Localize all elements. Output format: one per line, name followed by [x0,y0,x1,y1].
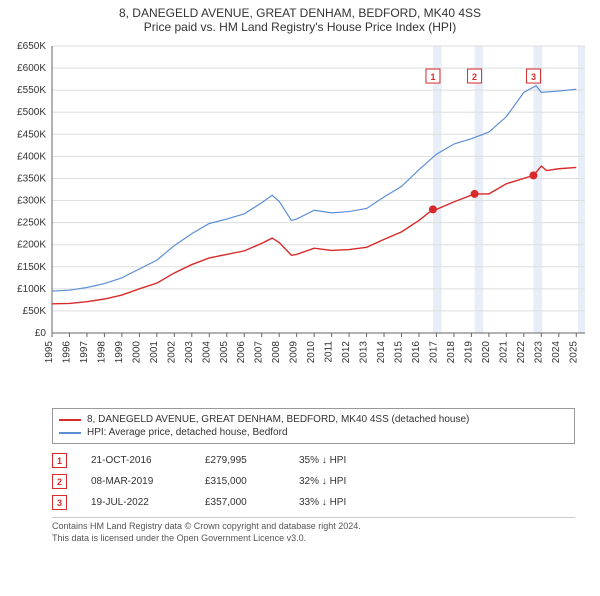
shaded-band [433,46,442,333]
transaction-delta: 32% ↓ HPI [299,476,389,487]
y-tick-label: £550K [17,85,46,96]
transaction-row: 3 19-JUL-2022 £357,000 33% ↓ HPI [52,492,575,513]
transaction-price: £315,000 [205,476,275,487]
y-tick-label: £150K [17,262,46,273]
shaded-band [533,46,542,333]
svg-text:3: 3 [531,72,536,82]
x-tick-label: 2016 [411,341,422,364]
x-tick-label: 2022 [516,341,527,364]
marker-dot [471,190,479,198]
transaction-marker: 2 [52,474,67,489]
transaction-price: £357,000 [205,497,275,508]
marker-dot [429,205,437,213]
x-tick-label: 2005 [219,341,230,364]
y-tick-label: £100K [17,284,46,295]
transaction-price: £279,995 [205,455,275,466]
x-tick-label: 1996 [61,341,72,364]
legend-swatch [59,419,81,421]
y-tick-label: £50K [23,306,47,317]
x-tick-label: 2015 [394,341,405,364]
x-tick-label: 2004 [201,341,212,364]
y-tick-label: £200K [17,240,46,251]
transaction-delta: 35% ↓ HPI [299,455,389,466]
x-tick-label: 2012 [341,341,352,364]
transaction-marker: 1 [52,453,67,468]
y-tick-label: £600K [17,63,46,74]
attribution-line-2: This data is licensed under the Open Gov… [52,533,575,545]
attribution: Contains HM Land Registry data © Crown c… [52,517,575,544]
x-tick-label: 2011 [324,341,335,363]
transaction-marker: 3 [52,495,67,510]
transaction-date: 08-MAR-2019 [91,476,181,487]
transaction-row: 2 08-MAR-2019 £315,000 32% ↓ HPI [52,471,575,492]
x-tick-label: 2024 [551,341,562,364]
x-tick-label: 2019 [463,341,474,364]
shaded-band [578,46,585,333]
transaction-date: 19-JUL-2022 [91,497,181,508]
x-tick-label: 2023 [533,341,544,364]
x-tick-label: 2006 [236,341,247,364]
x-tick-label: 2009 [289,341,300,364]
legend-label: HPI: Average price, detached house, Bedf… [87,427,288,438]
x-tick-label: 2003 [184,341,195,364]
transaction-date: 21-OCT-2016 [91,455,181,466]
shaded-band [475,46,484,333]
legend-item: HPI: Average price, detached house, Bedf… [59,426,568,439]
series-property [52,166,576,304]
y-tick-label: £450K [17,129,46,140]
y-tick-label: £250K [17,218,46,229]
chart-area: £0 £50K £100K £150K £200K £250K £300K £350K £400… [0,38,600,408]
x-tick-label: 2001 [149,341,160,364]
legend-swatch [59,432,81,434]
marker-dot [529,171,537,179]
x-tick-label: 1995 [44,341,55,364]
y-tick-label: £0 [35,328,47,339]
x-tick-label: 1998 [96,341,107,364]
x-tick-label: 2007 [254,341,265,364]
marker-box: 2 [468,69,482,83]
x-tick-label: 2000 [131,341,142,364]
chart-svg: £0 £50K £100K £150K £200K £250K £300K £350K £400… [0,38,600,408]
x-tick-label: 2010 [306,341,317,364]
chart-subtitle: Price paid vs. HM Land Registry's House … [0,20,600,34]
legend: 8, DANEGELD AVENUE, GREAT DENHAM, BEDFOR… [52,408,575,444]
x-tick-label: 2014 [376,341,387,364]
x-tick-label: 2002 [166,341,177,364]
y-tick-label: £500K [17,107,46,118]
svg-text:1: 1 [430,72,435,82]
svg-text:2: 2 [472,72,477,82]
x-tick-label: 2020 [481,341,492,364]
transaction-row: 1 21-OCT-2016 £279,995 35% ↓ HPI [52,450,575,471]
transaction-delta: 33% ↓ HPI [299,497,389,508]
legend-label: 8, DANEGELD AVENUE, GREAT DENHAM, BEDFOR… [87,414,469,425]
legend-item: 8, DANEGELD AVENUE, GREAT DENHAM, BEDFOR… [59,413,568,426]
attribution-line-1: Contains HM Land Registry data © Crown c… [52,521,575,533]
x-tick-label: 2017 [428,341,439,364]
x-tick-label: 1999 [114,341,125,364]
y-tick-label: £300K [17,196,46,207]
x-tick-label: 2018 [446,341,457,364]
x-tick-label: 2008 [271,341,282,364]
x-tick-label: 2021 [498,341,509,364]
y-tick-label: £350K [17,173,46,184]
x-tick-label: 2025 [568,341,579,364]
x-tick-label: 2013 [359,341,370,364]
x-tick-label: 1997 [79,341,90,364]
marker-box: 3 [526,69,540,83]
y-tick-label: £650K [17,41,46,52]
transactions-table: 1 21-OCT-2016 £279,995 35% ↓ HPI 2 08-MAR-201… [52,450,575,513]
y-tick-label: £400K [17,151,46,162]
chart-title: 8, DANEGELD AVENUE, GREAT DENHAM, BEDFOR… [0,6,600,20]
marker-box: 1 [426,69,440,83]
